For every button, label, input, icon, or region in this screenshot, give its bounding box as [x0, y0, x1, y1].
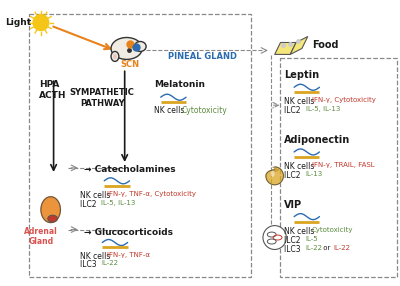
Ellipse shape [111, 51, 119, 61]
Text: → Catecholamines: → Catecholamines [84, 165, 176, 174]
Ellipse shape [271, 171, 275, 177]
Text: IL-22: IL-22 [306, 245, 323, 251]
Text: IFN-γ, TNF-α, Cytotoxicity: IFN-γ, TNF-α, Cytotoxicity [107, 191, 196, 197]
Text: ILC2: ILC2 [284, 236, 303, 245]
Polygon shape [41, 197, 60, 223]
Ellipse shape [48, 215, 58, 222]
Text: ILC2: ILC2 [80, 200, 99, 209]
Text: ILC3: ILC3 [284, 245, 303, 253]
Ellipse shape [134, 41, 146, 51]
Text: IL-5, IL-13: IL-5, IL-13 [101, 200, 136, 206]
Text: Cytotoxicity: Cytotoxicity [181, 106, 227, 115]
Text: NK cells: NK cells [284, 227, 317, 236]
Polygon shape [290, 37, 308, 54]
Text: Leptin: Leptin [284, 70, 320, 80]
Text: NK cells: NK cells [80, 191, 113, 200]
Text: NK cells: NK cells [154, 106, 187, 115]
Text: IL-13: IL-13 [306, 171, 323, 177]
Ellipse shape [113, 53, 117, 59]
Text: IL-22: IL-22 [101, 261, 118, 267]
Circle shape [263, 226, 286, 249]
Text: IL-5, IL-13: IL-5, IL-13 [306, 106, 340, 112]
Text: ILC2: ILC2 [284, 106, 303, 115]
Text: SCN: SCN [120, 60, 139, 69]
Text: PINEAL GLAND: PINEAL GLAND [168, 52, 236, 61]
Text: Melatonin: Melatonin [154, 80, 205, 89]
Polygon shape [266, 167, 284, 185]
Text: ILC3: ILC3 [80, 261, 99, 269]
Text: ILC2: ILC2 [284, 171, 303, 180]
Text: SYMPATHETIC
PATHWAY: SYMPATHETIC PATHWAY [70, 88, 135, 108]
Text: Light: Light [5, 18, 31, 27]
Text: IL-22: IL-22 [333, 245, 350, 251]
Text: Adrenal
Gland: Adrenal Gland [24, 227, 58, 246]
Text: NK cells: NK cells [284, 97, 317, 106]
Text: IFN-γ, Cytotoxicity: IFN-γ, Cytotoxicity [312, 97, 376, 103]
Polygon shape [275, 43, 296, 54]
Text: VIP: VIP [284, 200, 302, 210]
Text: NK cells: NK cells [80, 253, 113, 261]
Text: → Glucocorticoids: → Glucocorticoids [84, 228, 173, 237]
Text: IFN-γ, TNF-α: IFN-γ, TNF-α [107, 253, 150, 259]
Text: Adiponectin: Adiponectin [284, 135, 351, 145]
Ellipse shape [111, 37, 142, 59]
Text: or: or [321, 245, 333, 251]
Text: IL-5: IL-5 [306, 236, 318, 242]
Text: Food: Food [312, 41, 338, 50]
Circle shape [33, 15, 49, 31]
Text: NK cells: NK cells [284, 162, 317, 171]
Text: Cytotoxicity: Cytotoxicity [312, 227, 353, 233]
Text: HPA
ACTH: HPA ACTH [39, 80, 66, 100]
Text: IFN-γ, TRAIL, FASL: IFN-γ, TRAIL, FASL [312, 162, 374, 168]
